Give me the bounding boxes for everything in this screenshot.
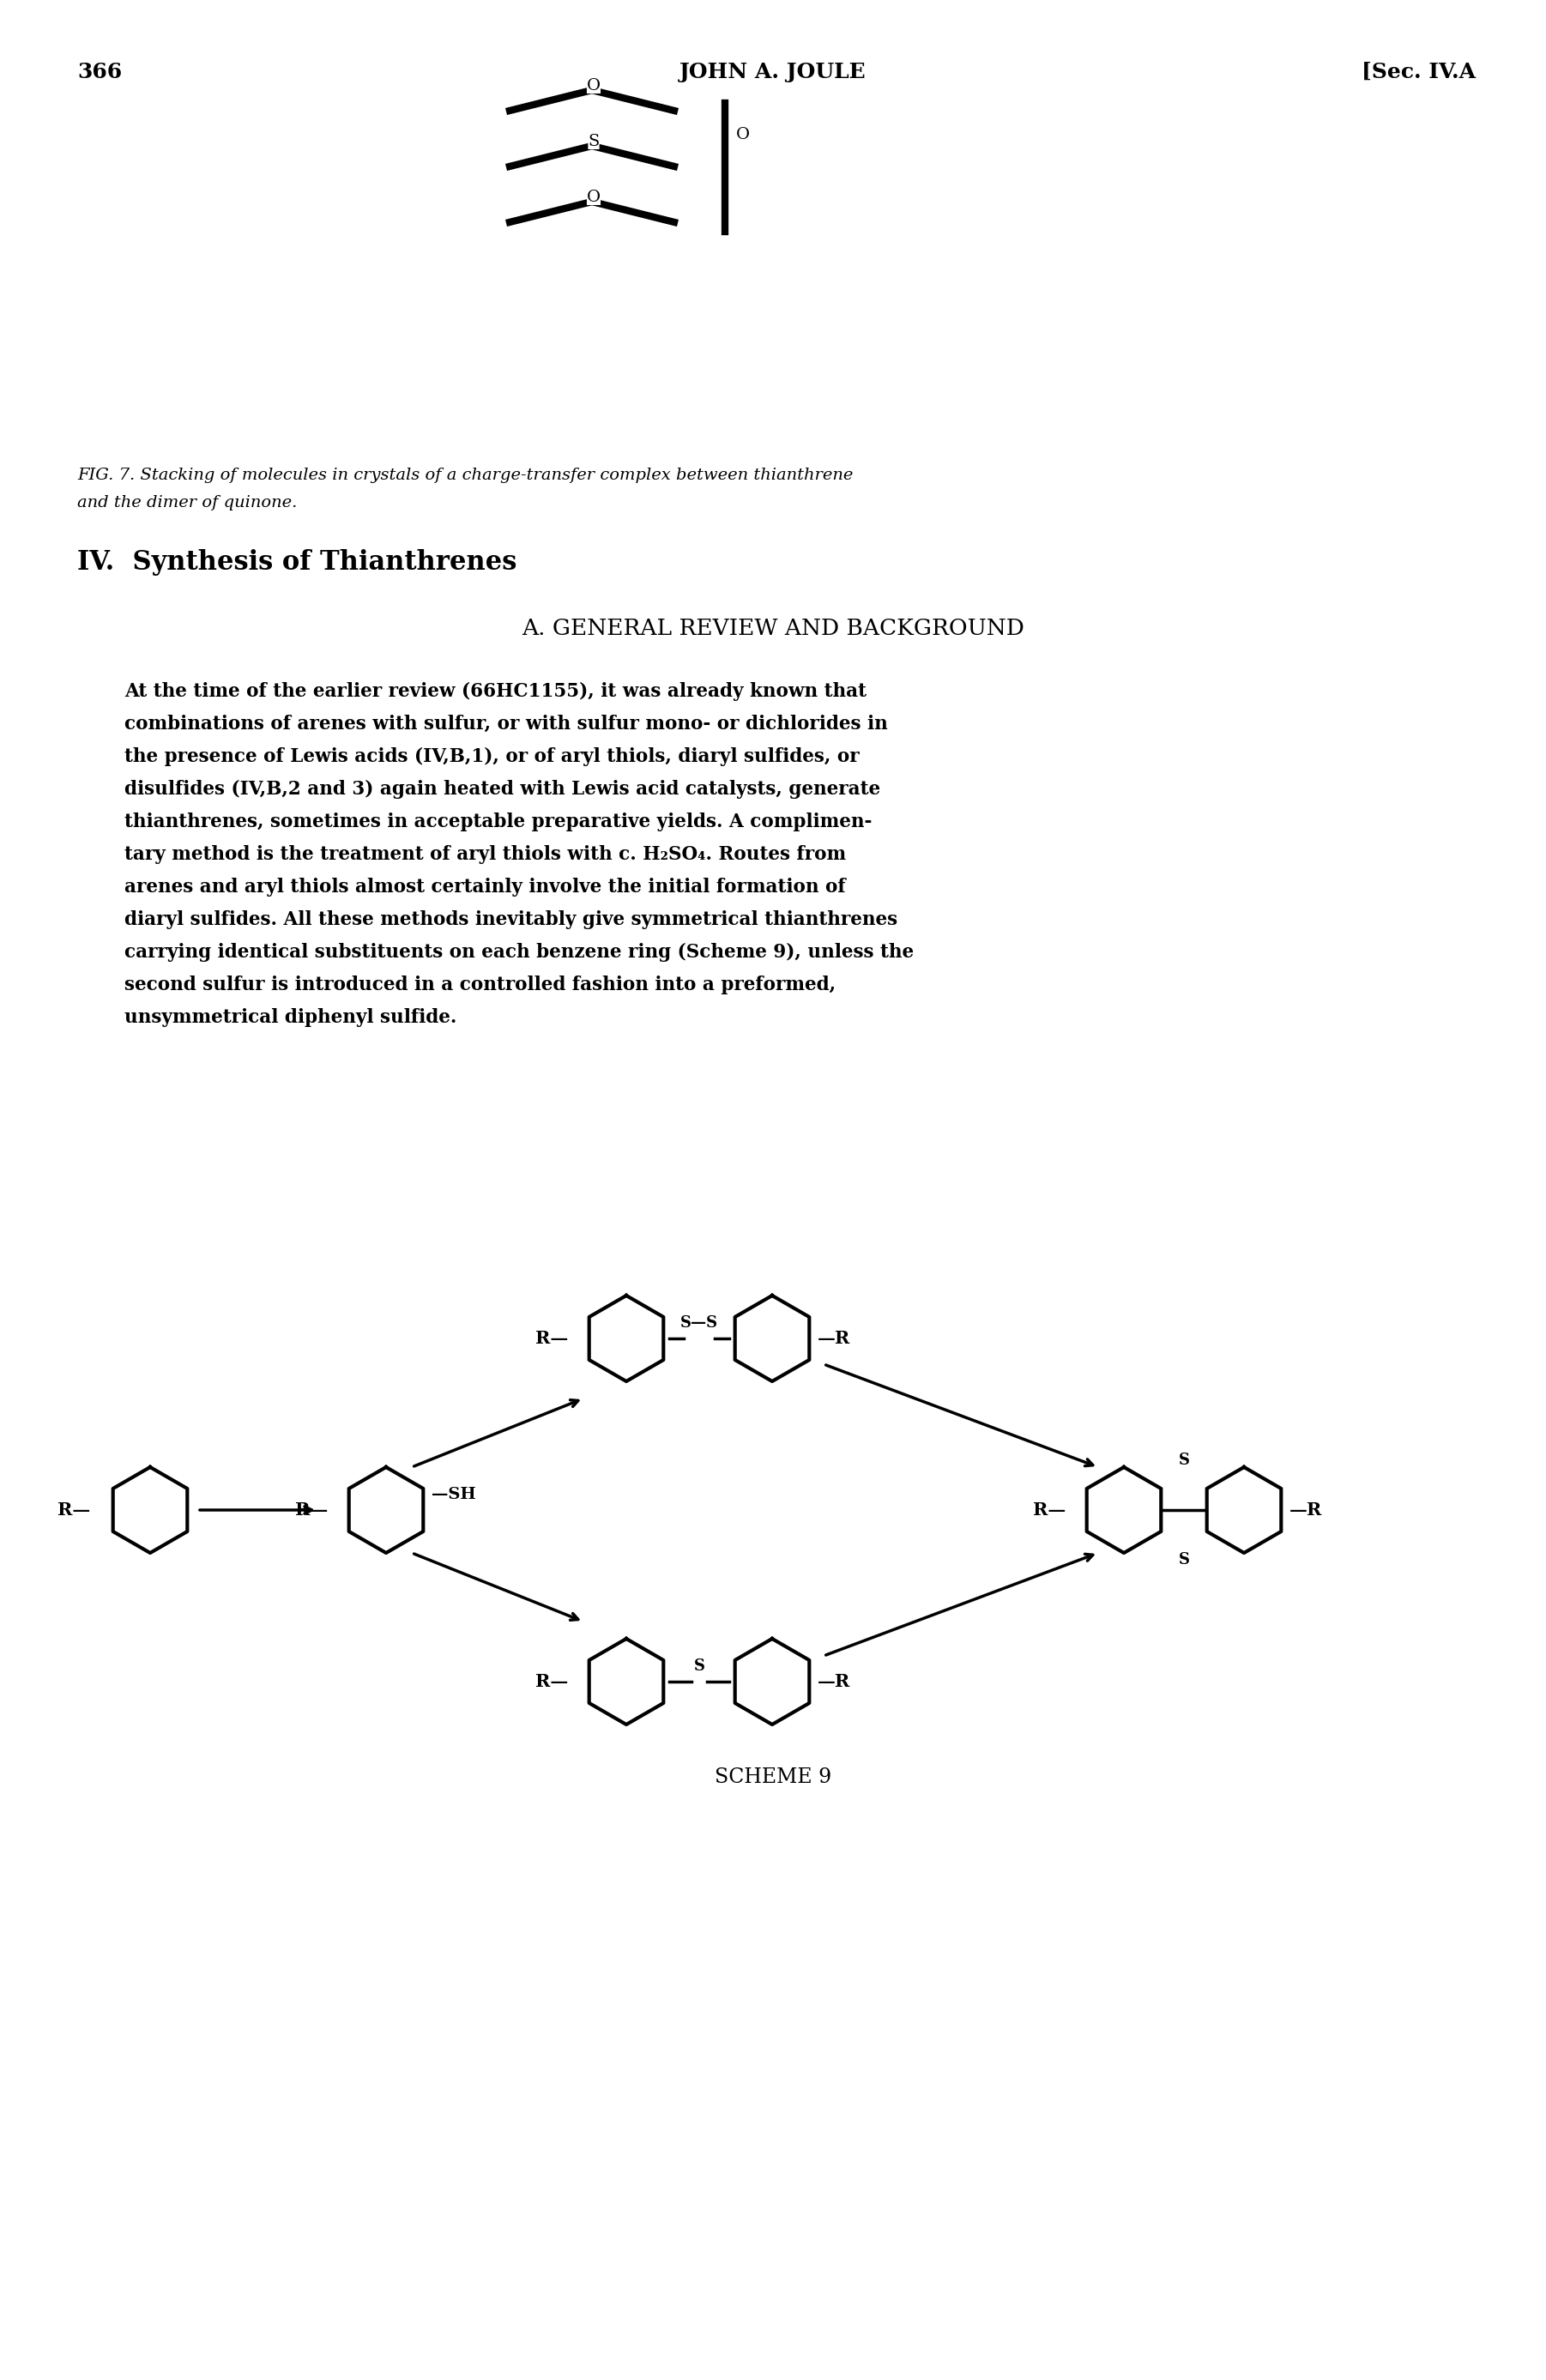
- Text: disulfides (IV,B,2 and 3) again heated with Lewis acid catalysts, generate: disulfides (IV,B,2 and 3) again heated w…: [124, 781, 880, 800]
- Text: A. GENERAL REVIEW AND BACKGROUND: A. GENERAL REVIEW AND BACKGROUND: [521, 619, 1025, 640]
- Text: R—: R—: [535, 1673, 567, 1690]
- Text: S—S: S—S: [680, 1316, 719, 1330]
- Text: [Sec. IV.A: [Sec. IV.A: [1362, 62, 1475, 83]
- Text: —R: —R: [818, 1673, 850, 1690]
- Text: —R: —R: [818, 1330, 850, 1347]
- Text: carrying identical substituents on each benzene ring (Scheme 9), unless the: carrying identical substituents on each …: [124, 942, 914, 962]
- Text: —R: —R: [1289, 1502, 1322, 1518]
- Text: S: S: [694, 1659, 705, 1673]
- Text: S: S: [1178, 1552, 1189, 1568]
- Text: and the dimer of quinone.: and the dimer of quinone.: [77, 495, 297, 509]
- Text: unsymmetrical diphenyl sulfide.: unsymmetrical diphenyl sulfide.: [124, 1009, 456, 1028]
- Text: combinations of arenes with sulfur, or with sulfur mono- or dichlorides in: combinations of arenes with sulfur, or w…: [124, 714, 887, 733]
- Text: R—: R—: [295, 1502, 328, 1518]
- Text: O: O: [736, 129, 750, 143]
- Text: 366: 366: [77, 62, 122, 83]
- Text: IV.  Synthesis of Thianthrenes: IV. Synthesis of Thianthrenes: [77, 550, 516, 576]
- Text: FIG. 7. Stacking of molecules in crystals of a charge-transfer complex between t: FIG. 7. Stacking of molecules in crystal…: [77, 466, 853, 483]
- Text: tary method is the treatment of aryl thiols with c. H₂SO₄. Routes from: tary method is the treatment of aryl thi…: [124, 845, 846, 864]
- Text: thianthrenes, sometimes in acceptable preparative yields. A complimen-: thianthrenes, sometimes in acceptable pr…: [124, 812, 872, 831]
- Text: second sulfur is introduced in a controlled fashion into a preformed,: second sulfur is introduced in a control…: [124, 976, 836, 995]
- Text: the presence of Lewis acids (IV,B,1), or of aryl thiols, diaryl sulfides, or: the presence of Lewis acids (IV,B,1), or…: [124, 747, 860, 766]
- Text: R—: R—: [1033, 1502, 1065, 1518]
- Text: R—: R—: [57, 1502, 90, 1518]
- Text: JOHN A. JOULE: JOHN A. JOULE: [680, 62, 866, 83]
- Text: R—: R—: [535, 1330, 567, 1347]
- Text: SCHEME 9: SCHEME 9: [714, 1768, 832, 1787]
- Text: diaryl sulfides. All these methods inevitably give symmetrical thianthrenes: diaryl sulfides. All these methods inevi…: [124, 909, 898, 928]
- Text: S: S: [587, 133, 600, 150]
- Text: —SH: —SH: [431, 1488, 476, 1502]
- Text: At the time of the earlier review (66HC1155), it was already known that: At the time of the earlier review (66HC1…: [124, 683, 866, 702]
- Text: S: S: [1178, 1452, 1189, 1468]
- Text: O: O: [587, 79, 600, 93]
- Text: O: O: [587, 190, 600, 205]
- Text: arenes and aryl thiols almost certainly involve the initial formation of: arenes and aryl thiols almost certainly …: [124, 878, 846, 897]
